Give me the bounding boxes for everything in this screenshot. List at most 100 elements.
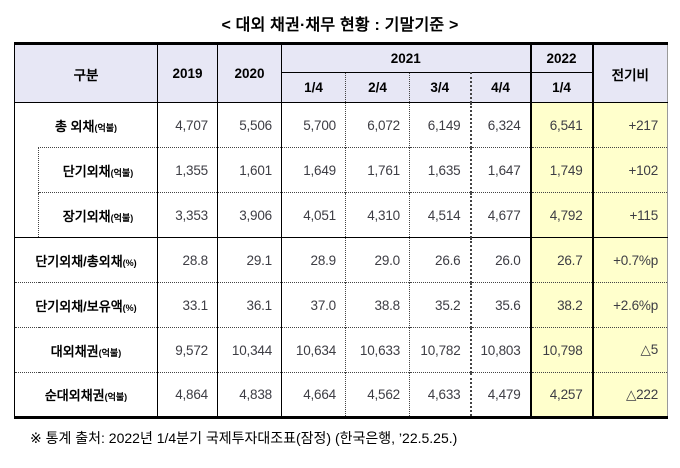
- value-cell-2021-q3: 10,782: [409, 327, 472, 373]
- table-row-short-term-to-total-ratio: 단기외채/총외채(%) 28.8 29.1 28.9 29.0 26.6 26.…: [14, 237, 668, 283]
- page-title: < 대외 채권·채무 현황 : 기말기준 >: [221, 17, 459, 34]
- value-cell-2019: 4,864: [157, 372, 218, 418]
- col-header-category: 구분: [14, 43, 158, 103]
- value-cell-2021-q4: 6,324: [470, 102, 532, 148]
- row-label-text: 대외채권: [50, 343, 99, 359]
- value-cell-2021-q1: 28.9: [281, 237, 346, 283]
- value-cell-2019: 33.1: [157, 282, 218, 328]
- row-label-unit: (%): [122, 302, 137, 313]
- value-cell-2019: 3,353: [157, 192, 218, 238]
- value-cell-2019: 28.8: [157, 237, 218, 283]
- table-row-external-credit: 대외채권(억불) 9,572 10,344 10,634 10,633 10,7…: [14, 327, 668, 373]
- value-cell-change: +2.6%p: [592, 282, 668, 328]
- col-header-2022-q1: 1/4: [530, 72, 594, 103]
- row-label-text: 장기외채: [62, 208, 111, 224]
- footnote: ※ 통계 출처: 2022년 1/4분기 국제투자대조표(잠정) (한국은행, …: [30, 430, 458, 446]
- value-cell-2021-q2: 29.0: [345, 237, 410, 283]
- row-label: 단기외채/보유액(%): [14, 282, 158, 328]
- value-cell-2021-q2: 10,633: [345, 327, 410, 373]
- value-cell-2021-q2: 4,310: [345, 192, 410, 238]
- row-label-unit: (억불): [98, 347, 122, 358]
- value-cell-2019: 9,572: [157, 327, 218, 373]
- value-cell-change: +115: [592, 192, 668, 238]
- col-header-change: 전기비: [592, 43, 668, 103]
- value-cell-2021-q3: 4,633: [409, 372, 472, 418]
- value-cell-change: △5: [592, 327, 668, 373]
- value-cell-2020: 5,506: [217, 102, 282, 148]
- value-cell-2021-q1: 37.0: [281, 282, 346, 328]
- value-cell-change: +0.7%p: [592, 237, 668, 283]
- row-label-unit: (억불): [110, 167, 134, 178]
- col-header-2021-q1: 1/4: [281, 72, 346, 103]
- value-cell-2022-q1: 4,792: [530, 192, 594, 238]
- row-indent: [14, 147, 39, 193]
- col-header-2021-q3: 3/4: [409, 72, 472, 103]
- value-cell-change: +102: [592, 147, 668, 193]
- value-cell-2020: 10,344: [217, 327, 282, 373]
- row-label-text: 단기외채/보유액: [35, 298, 123, 314]
- row-label-text: 단기외채/총외채: [35, 253, 123, 269]
- row-label-text: 순대외채권: [44, 388, 105, 403]
- table-row-short-term-to-reserves-ratio: 단기외채/보유액(%) 33.1 36.1 37.0 38.8 35.2 35.…: [14, 282, 668, 328]
- value-cell-2021-q4: 4,677: [470, 192, 532, 238]
- value-cell-2022-q1: 38.2: [530, 282, 594, 328]
- value-cell-2021-q3: 4,514: [409, 192, 472, 238]
- value-cell-2021-q2: 1,761: [345, 147, 410, 193]
- header-row-years: 구분 2019 2020 2021 2022 전기비: [14, 43, 668, 103]
- row-label: 장기외채(억불): [38, 192, 158, 238]
- value-cell-2022-q1: 26.7: [530, 237, 594, 283]
- row-label: 순대외채권(억불): [14, 372, 158, 418]
- value-cell-change: △222: [592, 372, 668, 418]
- value-cell-2021-q1: 5,700: [281, 102, 346, 148]
- value-cell-2020: 3,906: [217, 192, 282, 238]
- col-header-2020: 2020: [217, 43, 282, 103]
- table-row-short-term-debt: 단기외채(억불) 1,355 1,601 1,649 1,761 1,635 1…: [14, 147, 668, 193]
- value-cell-2022-q1: 10,798: [530, 327, 594, 373]
- row-label-text: 단기외채: [62, 163, 111, 179]
- value-cell-2021-q2: 4,562: [345, 372, 410, 418]
- row-label-unit: (%): [122, 257, 137, 268]
- row-indent: [14, 192, 39, 238]
- col-header-2021-q2: 2/4: [345, 72, 410, 103]
- value-cell-2021-q1: 10,634: [281, 327, 346, 373]
- row-label: 단기외채(억불): [38, 147, 158, 193]
- value-cell-2021-q1: 1,649: [281, 147, 346, 193]
- value-cell-2020: 4,838: [217, 372, 282, 418]
- value-cell-2021-q4: 4,479: [470, 372, 532, 418]
- value-cell-2021-q4: 26.0: [470, 237, 532, 283]
- col-header-2021: 2021: [281, 43, 532, 73]
- value-cell-2021-q3: 6,149: [409, 102, 472, 148]
- table-row-total-external-debt: 총 외채(억불) 4,707 5,506 5,700 6,072 6,149 6…: [14, 102, 668, 148]
- value-cell-2021-q4: 35.6: [470, 282, 532, 328]
- col-header-2021-q4: 4/4: [470, 72, 532, 103]
- value-cell-2021-q3: 26.6: [409, 237, 472, 283]
- row-label: 총 외채(억불): [14, 102, 158, 148]
- row-label-unit: (억불): [104, 392, 128, 402]
- header-row-quarters: 1/4 2/4 3/4 4/4 1/4: [15, 72, 668, 103]
- table-row-net-external-credit: 순대외채권(억불) 4,864 4,838 4,664 4,562 4,633 …: [14, 372, 668, 418]
- value-cell-2020: 29.1: [217, 237, 282, 283]
- row-label-unit: (억불): [94, 122, 118, 133]
- row-label: 대외채권(억불): [14, 327, 158, 373]
- value-cell-2021-q4: 1,647: [470, 147, 532, 193]
- col-header-2022: 2022: [530, 43, 594, 73]
- row-label-text: 총 외채: [54, 118, 95, 134]
- value-cell-2022-q1: 4,257: [530, 372, 594, 418]
- value-cell-2021-q1: 4,051: [281, 192, 346, 238]
- value-cell-change: +217: [592, 102, 668, 148]
- value-cell-2021-q2: 38.8: [345, 282, 410, 328]
- external-debt-table: 구분 2019 2020 2021 2022 전기비 1/4 2/4 3/4 4…: [14, 42, 669, 419]
- value-cell-2020: 1,601: [217, 147, 282, 193]
- col-header-2019: 2019: [157, 43, 218, 103]
- value-cell-2021-q3: 1,635: [409, 147, 472, 193]
- table-row-long-term-debt: 장기외채(억불) 3,353 3,906 4,051 4,310 4,514 4…: [14, 192, 668, 238]
- value-cell-2021-q2: 6,072: [345, 102, 410, 148]
- value-cell-2019: 1,355: [157, 147, 218, 193]
- row-label: 단기외채/총외채(%): [14, 237, 158, 283]
- value-cell-2019: 4,707: [157, 102, 218, 148]
- row-label-unit: (억불): [110, 212, 134, 223]
- value-cell-2020: 36.1: [217, 282, 282, 328]
- value-cell-2022-q1: 1,749: [530, 147, 594, 193]
- value-cell-2021-q1: 4,664: [281, 372, 346, 418]
